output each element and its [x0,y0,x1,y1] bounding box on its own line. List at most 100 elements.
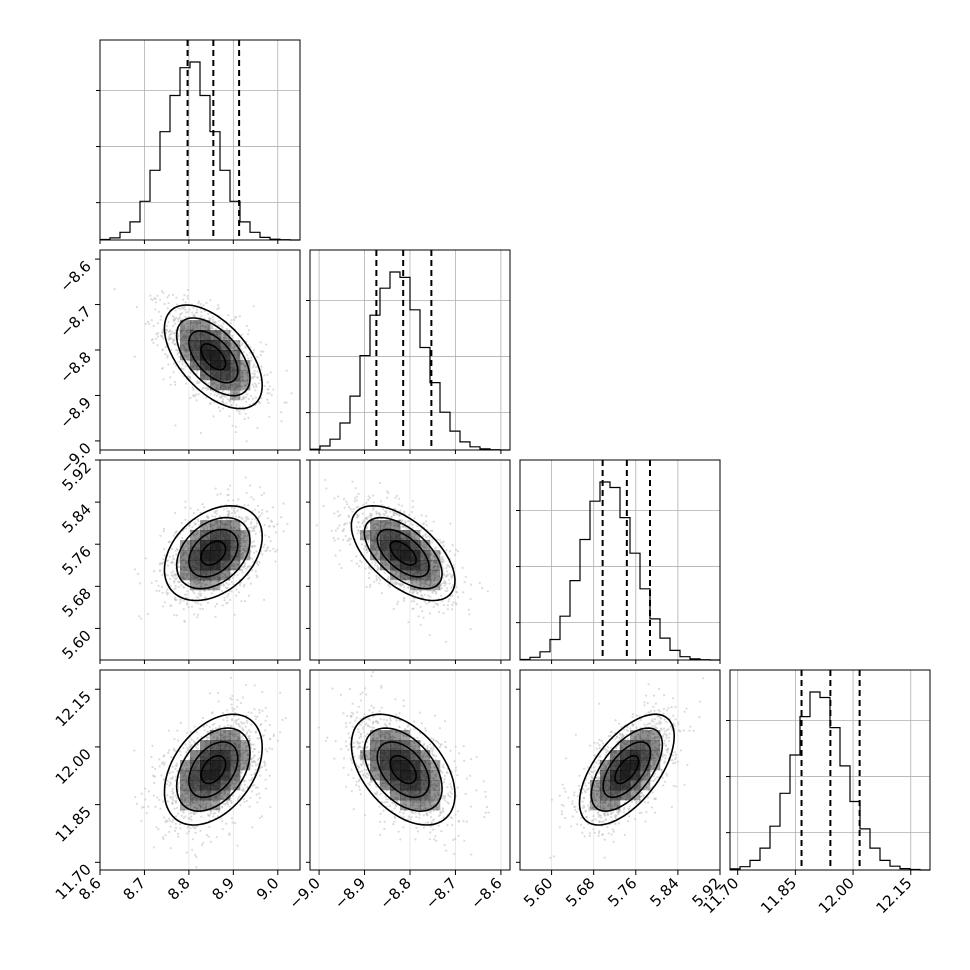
scatter-point [462,591,465,594]
scatter-point [239,584,242,587]
scatter-point [197,393,200,396]
scatter-point [212,390,215,393]
scatter-point [205,301,208,305]
scatter-point [175,316,178,320]
scatter-point [442,540,445,543]
scatter-point [259,486,262,489]
scatter-point [171,771,174,774]
scatter-point [225,327,228,331]
scatter-point [236,698,239,702]
scatter-point [221,390,224,393]
scatter-point [190,743,193,747]
scatter-point [183,620,186,623]
scatter-point [365,501,368,504]
scatter-point [185,348,188,351]
scatter-point [413,600,416,603]
density-cell [190,340,201,351]
scatter-point [228,805,231,808]
scatter-point [349,537,352,541]
scatter-point [179,823,182,826]
scatter-point [371,494,375,497]
scatter-point [204,387,207,390]
scatter-point [448,582,451,585]
scatter-point [245,567,248,570]
scatter-point [404,521,407,524]
scatter-point [428,612,432,615]
scatter-point [174,574,177,577]
scatter-point [157,310,160,313]
scatter-point [450,576,453,580]
contour-line [200,343,227,371]
scatter-point [274,531,277,534]
scatter-point [375,512,378,515]
scatter-point [187,582,190,585]
scatter-point [147,805,150,808]
scatter-point [423,593,426,596]
scatter-point [244,396,247,399]
scatter-point [172,554,175,558]
scatter-point [188,362,191,366]
scatter-point [252,498,255,501]
scatter-point [239,804,242,807]
density-cell [180,570,191,581]
scatter-point [438,538,441,541]
scatter-point [388,510,392,513]
scatter-point [172,558,175,561]
scatter-point [280,411,283,414]
scatter-point [189,507,192,510]
scatter-point [177,320,180,323]
scatter-point [379,579,382,582]
density-cell [200,570,211,581]
scatter-point [168,772,171,775]
scatter-point [178,337,181,340]
scatter-point [357,505,360,508]
density-cell [190,360,201,371]
scatter-point [201,387,204,391]
scatter-point [210,592,213,595]
scatter-point [470,583,473,586]
scatter-point [272,547,275,551]
scatter-point [253,370,256,373]
scatter-point [247,577,250,581]
panel-frame [99,39,301,241]
scatter-point [231,404,234,407]
scatter-point [375,574,378,578]
scatter-point [221,828,224,831]
scatter-point [162,529,165,533]
scatter-point [368,496,371,499]
scatter-point [197,602,200,605]
scatter-point [229,598,232,602]
joint-panel [309,459,511,661]
scatter-point [198,381,201,384]
scatter-point [239,702,243,705]
density-cell [240,380,251,391]
scatter-point [440,594,443,598]
scatter-point [375,510,378,513]
scatter-point [365,585,368,589]
scatter-point [356,516,359,519]
scatter-point [237,498,240,501]
scatter-point [265,715,269,718]
scatter-point [208,725,211,729]
scatter-point [216,493,219,496]
scatter-point [174,383,177,386]
scatter-point [253,349,256,352]
scatter-point [240,343,244,346]
scatter-point [152,324,155,327]
scatter-point [231,384,234,387]
scatter-point [155,580,158,583]
scatter-point [159,315,163,318]
scatter-point [176,318,180,321]
scatter-point [140,792,143,795]
scatter-point [140,819,143,822]
scatter-point [174,775,178,778]
scatter-point [181,318,184,321]
scatter-point [247,357,250,360]
scatter-point [212,383,215,386]
scatter-point [234,425,238,428]
scatter-point [181,536,184,540]
scatter-point [201,324,204,328]
scatter-point [179,330,183,333]
scatter-point [234,431,237,434]
scatter-point [166,296,169,299]
